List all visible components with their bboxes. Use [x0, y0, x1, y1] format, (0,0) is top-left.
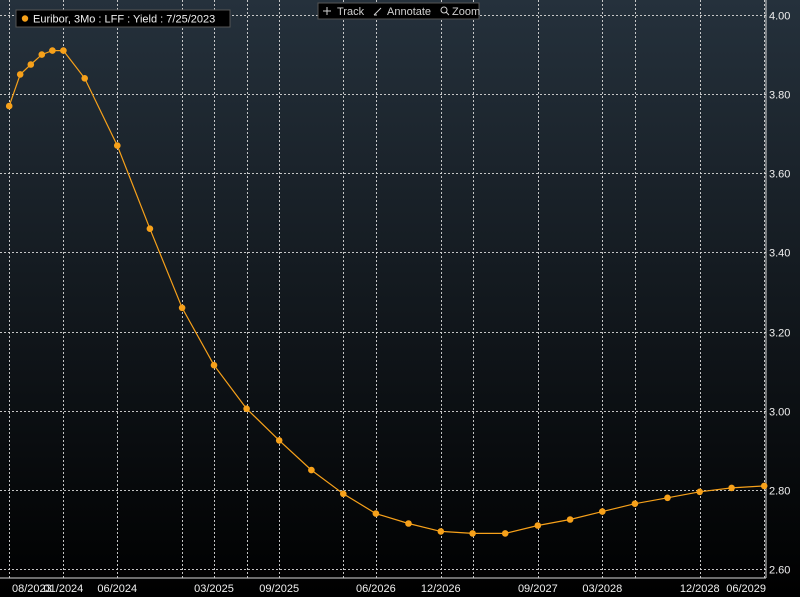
x-tick-label: 06/2029 — [726, 583, 766, 595]
data-point[interactable] — [275, 437, 283, 444]
data-point[interactable] — [308, 466, 315, 474]
y-tick-label: 3.40 — [769, 248, 790, 260]
x-tick-label: 09/2027 — [518, 583, 558, 595]
data-point[interactable] — [178, 304, 186, 312]
data-point[interactable] — [114, 142, 121, 149]
data-point[interactable] — [534, 522, 542, 529]
x-tick-label: 01/2024 — [44, 583, 84, 595]
data-point[interactable] — [405, 520, 412, 527]
vertical-gridlines — [9, 0, 765, 578]
magnifier-icon — [440, 6, 450, 16]
data-point[interactable] — [501, 530, 509, 537]
data-point[interactable] — [38, 51, 46, 58]
data-point[interactable] — [16, 71, 24, 78]
data-point[interactable] — [631, 500, 639, 508]
series-line — [8, 49, 765, 535]
annotate-label: Annotate — [387, 6, 431, 18]
data-point[interactable] — [599, 508, 606, 515]
data-point[interactable] — [469, 530, 476, 537]
y-tick-label: 2.60 — [769, 565, 790, 577]
legend-box — [15, 9, 231, 28]
toolbar-box — [317, 2, 480, 20]
y-tick-label: 3.00 — [769, 407, 790, 419]
x-tick-label: 06/2024 — [97, 583, 137, 595]
data-point[interactable] — [27, 61, 35, 68]
legend-series-label: Euribor, 3Mo : LFF : Yield : 7/25/2023 — [33, 14, 215, 26]
chart-toolbar: Track Annotate Zoom — [317, 2, 480, 20]
data-point[interactable] — [81, 75, 88, 82]
data-point[interactable] — [696, 488, 703, 496]
x-tick-label: 12/2026 — [421, 583, 461, 595]
data-point[interactable] — [566, 516, 574, 523]
legend-marker-icon — [21, 15, 29, 22]
y-tick-label: 3.20 — [769, 328, 790, 340]
series-layer — [5, 47, 768, 537]
y-tick-label: 3.60 — [769, 169, 790, 181]
pencil-icon — [373, 7, 382, 16]
legend[interactable]: Euribor, 3Mo : LFF : Yield : 7/25/2023 — [15, 9, 231, 28]
x-tick-label: 12/2028 — [680, 583, 720, 595]
data-point[interactable] — [210, 361, 218, 369]
x-tick-label: 06/2026 — [356, 583, 396, 595]
y-tick-label: 3.80 — [769, 90, 790, 102]
track-button[interactable]: Track — [323, 6, 365, 18]
x-tick-label: 08/2023 — [12, 583, 52, 595]
data-point[interactable] — [49, 47, 56, 54]
y-tick-label: 2.80 — [769, 486, 790, 498]
crosshair-icon — [323, 7, 331, 15]
y-tick-label: 4.00 — [769, 11, 790, 23]
track-label: Track — [337, 6, 365, 18]
x-tick-label: 03/2028 — [582, 583, 622, 595]
data-point[interactable] — [664, 494, 671, 502]
data-point[interactable] — [5, 102, 13, 110]
data-point[interactable] — [146, 225, 154, 232]
zoom-label: Zoom — [452, 6, 480, 18]
data-point[interactable] — [728, 484, 735, 492]
data-point[interactable] — [437, 528, 445, 535]
y-axis-tick-labels: 4.00 3.80 3.60 3.40 3.20 3.00 2.80 2.60 — [769, 11, 790, 577]
data-point[interactable] — [340, 490, 347, 498]
zoom-button[interactable]: Zoom — [440, 6, 480, 18]
x-tick-label: 03/2025 — [194, 583, 234, 595]
data-point[interactable] — [760, 482, 768, 490]
x-tick-label: 09/2025 — [259, 583, 299, 595]
annotate-button[interactable]: Annotate — [373, 6, 431, 18]
data-point[interactable] — [243, 405, 250, 413]
data-point[interactable] — [372, 510, 380, 517]
data-point[interactable] — [60, 47, 67, 54]
